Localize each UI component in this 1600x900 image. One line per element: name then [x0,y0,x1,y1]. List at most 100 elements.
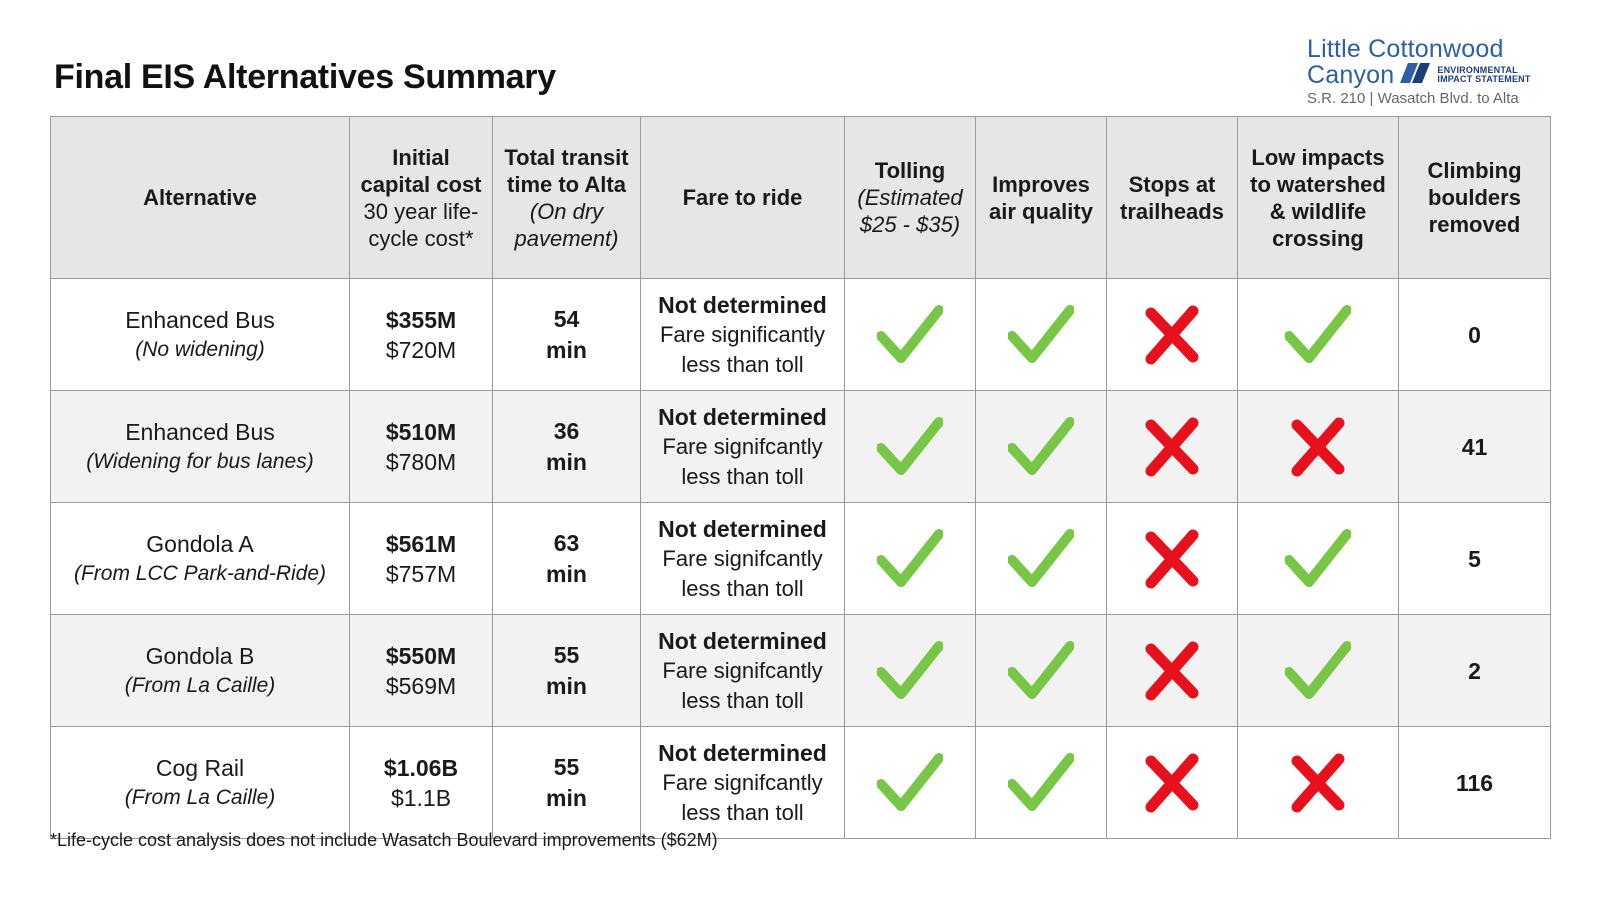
check-mark-icon [1242,528,1394,590]
logo-subtitle: S.R. 210 | Wasatch Blvd. to Alta [1307,90,1519,107]
logo-eis-text: ENVIRONMENTAL IMPACT STATEMENT [1437,66,1530,84]
table-body: Enhanced Bus (No widening) $355M $720M 5… [50,278,1551,839]
page-title: Final EIS Alternatives Summary [54,58,556,96]
table-row: Gondola B (From La Caille) $550M $569M 5… [50,614,1551,727]
watershed-cell [1237,278,1399,391]
alternative-name: Cog Rail [155,754,245,781]
fare-status: Not determined [658,739,827,766]
x-mark-icon [1111,529,1233,589]
alternatives-table: Alternative Initial capital cost 30 year… [50,116,1551,839]
lifecycle-cost: $720M [385,336,457,363]
alternative-cell: Cog Rail (From La Caille) [50,726,350,839]
transit-time-cell: 63 min [492,502,641,615]
fare-cell: Not determined Fare signifcantly less th… [640,502,845,615]
header-watershed: Low impacts to watershed & wildlife cros… [1237,116,1399,279]
alternative-cell: Enhanced Bus (Widening for bus lanes) [50,390,350,503]
table-row: Cog Rail (From La Caille) $1.06B $1.1B 5… [50,726,1551,839]
fare-status: Not determined [658,291,827,318]
lifecycle-cost: $1.1B [390,784,452,811]
transit-time-cell: 36 min [492,390,641,503]
air-quality-cell [975,502,1107,615]
fare-cell: Not determined Fare significantly less t… [640,278,845,391]
check-mark-icon [849,640,971,702]
tolling-cell [844,726,976,839]
x-mark-icon [1242,753,1394,813]
x-mark-icon [1111,641,1233,701]
header-fare: Fare to ride [640,116,845,279]
tolling-cell [844,502,976,615]
alternative-name: Enhanced Bus [125,306,275,333]
check-mark-icon [849,752,971,814]
boulders-value: 2 [1468,657,1481,684]
header-air-quality: Improves air quality [975,116,1107,279]
logo-eis-line2: IMPACT STATEMENT [1437,74,1531,84]
cost-cell: $510M $780M [349,390,493,503]
check-mark-icon [980,640,1102,702]
air-quality-cell [975,726,1107,839]
cost-cell: $355M $720M [349,278,493,391]
transit-time-cell: 55 min [492,614,641,727]
header-transit-time: Total transit time to Alta (On dry pavem… [492,116,641,279]
boulders-value: 41 [1461,433,1488,460]
alternative-note: (From La Caille) [124,785,276,809]
fare-note-line1: Fare signifcantly [662,433,823,459]
capital-cost: $510M [385,418,457,445]
header-cost: Initial capital cost 30 year life- cycle… [349,116,493,279]
lifecycle-cost: $780M [385,448,457,475]
fare-status: Not determined [658,515,827,542]
check-mark-icon [980,528,1102,590]
alternative-name: Enhanced Bus [125,418,275,445]
fare-note-line1: Fare signifcantly [662,545,823,571]
x-mark-icon [1111,753,1233,813]
fare-note-line1: Fare significantly [659,321,826,347]
check-mark-icon [1242,640,1394,702]
logo-row2: Canyon ENVIRONMENTAL IMPACT STATEMENT [1307,62,1552,88]
check-mark-icon [849,304,971,366]
cost-cell: $561M $757M [349,502,493,615]
alternative-name: Gondola A [146,530,254,557]
fare-status: Not determined [658,627,827,654]
table-row: Enhanced Bus (Widening for bus lanes) $5… [50,390,1551,503]
header-stops: Stops at trailheads [1106,116,1238,279]
transit-time-cell: 54 min [492,278,641,391]
table-row: Enhanced Bus (No widening) $355M $720M 5… [50,278,1551,391]
logo-title-line2: Canyon [1307,61,1395,89]
lifecycle-cost: $569M [385,672,457,699]
tolling-cell [844,614,976,727]
tolling-cell [844,390,976,503]
fare-note-line2: less than toll [681,575,804,601]
header-tolling: Tolling (Estimated $25 - $35) [844,116,976,279]
fare-note-line2: less than toll [681,463,804,489]
alternative-cell: Enhanced Bus (No widening) [50,278,350,391]
capital-cost: $561M [385,530,457,557]
transit-time-unit: min [546,448,587,475]
logo-eis-line1: ENVIRONMENTAL [1437,65,1518,75]
boulders-cell: 41 [1398,390,1551,503]
logo-title-line1: Little Cottonwood [1307,35,1504,63]
cost-cell: $550M $569M [349,614,493,727]
stops-cell [1106,726,1238,839]
x-mark-icon [1111,417,1233,477]
check-mark-icon [980,304,1102,366]
fare-note-line2: less than toll [681,799,804,825]
footnote: *Life-cycle cost analysis does not inclu… [50,830,718,850]
table-row: Gondola A (From LCC Park-and-Ride) $561M… [50,502,1551,615]
transit-time-unit: min [546,336,587,363]
alternative-note: (From LCC Park-and-Ride) [73,561,327,585]
watershed-cell [1237,614,1399,727]
fare-note-line1: Fare signifcantly [662,769,823,795]
transit-time-unit: min [546,672,587,699]
air-quality-cell [975,278,1107,391]
header-boulders: Climbing boulders removed [1398,116,1551,279]
watershed-cell [1237,726,1399,839]
check-mark-icon [1242,304,1394,366]
fare-cell: Not determined Fare signifcantly less th… [640,726,845,839]
boulders-value: 116 [1455,769,1494,796]
tolling-cell [844,278,976,391]
transit-time-value: 54 [553,305,580,332]
alternatives-table-container: Alternative Initial capital cost 30 year… [50,116,1551,839]
alternative-cell: Gondola A (From LCC Park-and-Ride) [50,502,350,615]
alternative-cell: Gondola B (From La Caille) [50,614,350,727]
fare-note-line2: less than toll [681,351,804,377]
lifecycle-cost: $757M [385,560,457,587]
